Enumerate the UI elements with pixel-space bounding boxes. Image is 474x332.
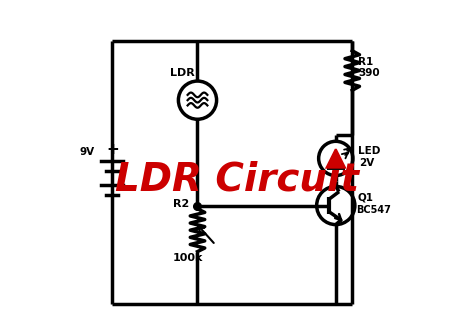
Text: Q1: Q1 [357, 193, 374, 203]
Text: LDR: LDR [170, 68, 194, 78]
Text: 100k: 100k [173, 253, 203, 264]
Text: 2V: 2V [359, 158, 374, 168]
Text: 390: 390 [358, 68, 380, 78]
Text: 9V: 9V [80, 147, 95, 157]
Text: LDR Circuit: LDR Circuit [115, 160, 359, 198]
Polygon shape [327, 149, 345, 168]
Text: BC547: BC547 [356, 205, 392, 215]
Text: LED: LED [358, 146, 380, 156]
Text: R1: R1 [358, 56, 374, 67]
Text: R2: R2 [173, 199, 189, 209]
Text: +: + [106, 142, 118, 157]
